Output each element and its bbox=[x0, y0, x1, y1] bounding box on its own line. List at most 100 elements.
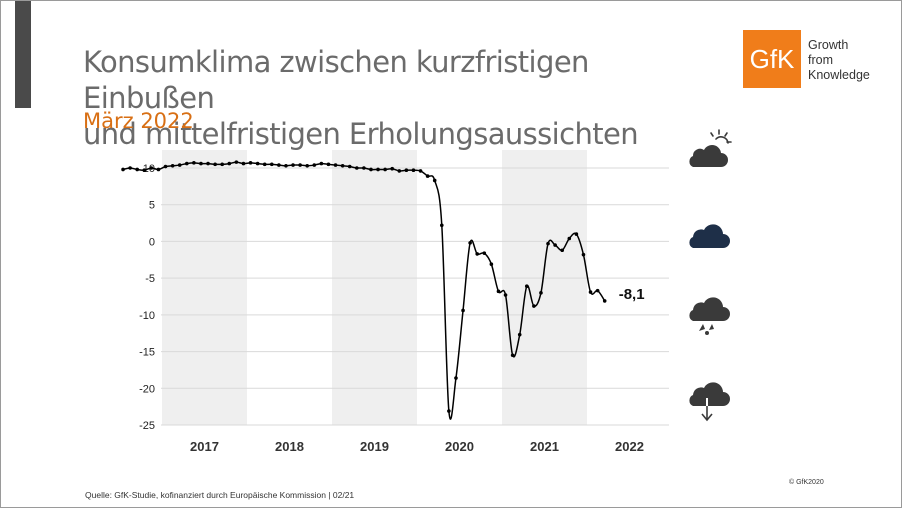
x-tick-label: 2019 bbox=[360, 439, 389, 454]
data-point bbox=[369, 167, 373, 172]
data-point bbox=[432, 178, 437, 183]
page-title: Konsumklima zwischen kurzfristigen Einbu… bbox=[83, 44, 703, 152]
series-line bbox=[122, 161, 606, 420]
x-tick-label: 2021 bbox=[530, 439, 559, 454]
data-point bbox=[354, 166, 359, 170]
rain-cloud-icon bbox=[689, 297, 730, 335]
tagline-line: Knowledge bbox=[808, 68, 870, 82]
data-point bbox=[532, 304, 536, 308]
y-tick-label: 0 bbox=[149, 236, 155, 248]
data-point bbox=[149, 166, 154, 170]
data-point bbox=[333, 163, 338, 167]
down-arrow-cloud-icon bbox=[689, 382, 730, 422]
data-point bbox=[170, 163, 175, 168]
data-point bbox=[199, 161, 203, 166]
year-band bbox=[162, 150, 247, 425]
data-point bbox=[595, 288, 600, 293]
data-point bbox=[454, 376, 458, 380]
data-point bbox=[305, 163, 310, 168]
data-point bbox=[404, 168, 409, 173]
y-tick-label: -25 bbox=[139, 420, 155, 432]
data-point bbox=[496, 289, 501, 294]
data-point bbox=[475, 252, 480, 256]
tagline-line: from bbox=[808, 53, 833, 67]
data-point bbox=[177, 163, 182, 167]
data-point bbox=[121, 167, 125, 172]
title-line-1: Konsumklima zwischen kurzfristigen Einbu… bbox=[83, 45, 589, 116]
gfk-logo: GfK bbox=[743, 30, 801, 88]
data-point bbox=[524, 284, 529, 289]
data-point bbox=[192, 161, 196, 165]
y-tick-label: -20 bbox=[139, 383, 155, 395]
data-point bbox=[602, 299, 607, 303]
data-point bbox=[439, 223, 444, 228]
tagline-line: Growth bbox=[808, 38, 849, 52]
source-note: Quelle: GfK-Studie, kofinanziert durch E… bbox=[85, 490, 355, 500]
copyright-note: © GfK2020 bbox=[789, 479, 824, 486]
y-tick-label: -15 bbox=[139, 347, 155, 359]
data-point bbox=[227, 161, 232, 166]
data-point bbox=[560, 248, 565, 253]
data-point bbox=[362, 166, 366, 170]
data-point bbox=[397, 169, 402, 173]
data-point bbox=[468, 241, 472, 245]
data-point bbox=[347, 164, 352, 169]
accent-bar bbox=[15, 1, 31, 108]
data-point bbox=[184, 161, 189, 166]
y-tick-label: -5 bbox=[145, 273, 155, 285]
data-point bbox=[291, 163, 295, 167]
data-point bbox=[567, 236, 572, 241]
x-tick-label: 2017 bbox=[190, 439, 219, 454]
data-point bbox=[588, 290, 593, 294]
x-tick-label: 2020 bbox=[445, 439, 474, 454]
x-tick-label: 2022 bbox=[615, 439, 644, 454]
data-point bbox=[539, 291, 543, 295]
data-point bbox=[220, 162, 225, 167]
data-point bbox=[517, 332, 522, 337]
data-point bbox=[277, 163, 281, 167]
y-tick-label: -10 bbox=[139, 310, 155, 322]
data-point bbox=[262, 162, 267, 167]
data-point bbox=[312, 163, 317, 167]
data-point bbox=[574, 232, 579, 236]
data-point bbox=[461, 308, 465, 313]
data-point bbox=[447, 409, 451, 413]
data-point bbox=[411, 168, 416, 173]
data-point bbox=[546, 241, 550, 246]
y-tick-label: 5 bbox=[149, 200, 155, 212]
data-point bbox=[319, 161, 324, 166]
data-point bbox=[213, 162, 217, 167]
data-point bbox=[553, 243, 557, 247]
data-point bbox=[418, 169, 423, 173]
data-point bbox=[135, 167, 140, 172]
data-point bbox=[206, 161, 210, 166]
data-point bbox=[156, 167, 161, 172]
data-point bbox=[503, 293, 508, 297]
data-point bbox=[489, 262, 494, 266]
data-point bbox=[326, 162, 331, 167]
data-point bbox=[128, 166, 132, 170]
data-point bbox=[390, 166, 395, 171]
sun-cloud-icon bbox=[689, 129, 732, 167]
data-point bbox=[284, 163, 288, 168]
data-point bbox=[248, 161, 253, 165]
data-point bbox=[298, 163, 302, 167]
data-point bbox=[269, 162, 274, 167]
year-band bbox=[332, 150, 417, 425]
data-point bbox=[163, 164, 168, 169]
x-tick-label: 2018 bbox=[275, 439, 304, 454]
year-band bbox=[502, 150, 587, 425]
data-point bbox=[234, 160, 239, 164]
logo-tagline: Growth from Knowledge bbox=[808, 38, 870, 83]
data-point bbox=[482, 251, 487, 255]
data-point bbox=[241, 161, 246, 166]
data-point bbox=[425, 174, 430, 178]
data-point bbox=[142, 168, 147, 173]
data-point bbox=[510, 353, 515, 358]
data-point bbox=[340, 163, 345, 168]
data-point bbox=[581, 252, 586, 257]
data-point bbox=[255, 161, 260, 166]
title-line-2: und mittelfristigen Erholungsaussichten bbox=[83, 117, 639, 152]
